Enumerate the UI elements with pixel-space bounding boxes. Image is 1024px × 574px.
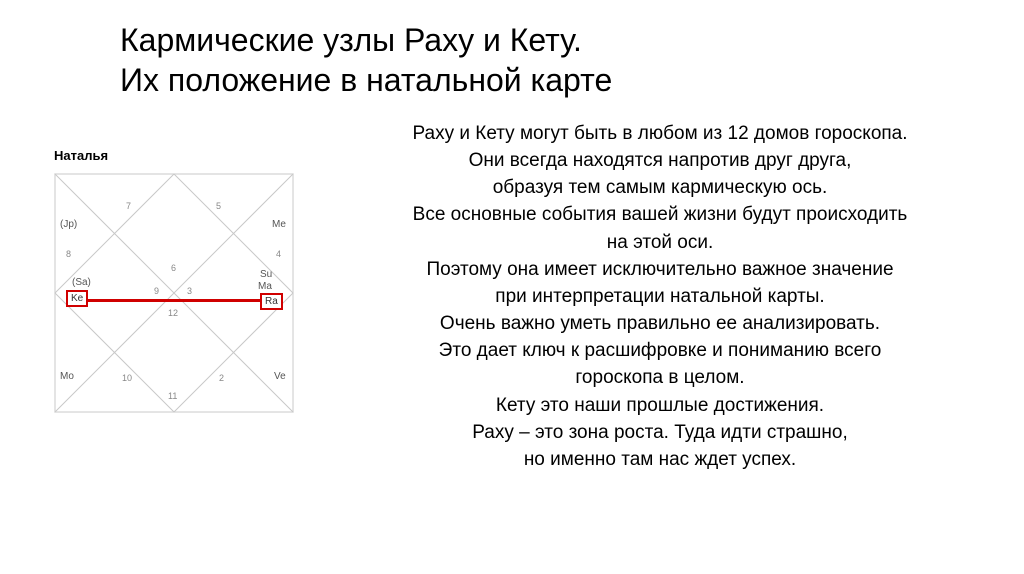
house-6: 6 [171,263,176,273]
title-line-1: Кармические узлы Раху и Кету. [120,20,920,60]
body-l13: но именно там нас ждет успех. [330,446,990,473]
label-ve: Ve [274,371,286,382]
slide-title: Кармические узлы Раху и Кету. Их положен… [120,20,920,100]
house-8: 8 [66,249,71,259]
body-l6: Поэтому она имеет исключительно важное з… [330,256,990,283]
chart-diagram: 7 5 6 9 3 12 10 11 2 8 4 (Jp) Me (Sa) Su… [54,173,294,413]
house-5: 5 [216,201,221,211]
label-sa: (Sa) [72,277,91,288]
chart-owner-name: Наталья [54,148,300,163]
body-l8: Очень важно уметь правильно ее анализиро… [330,310,990,337]
body-l10: гороскопа в целом. [330,364,990,391]
house-10: 10 [122,373,132,383]
label-jp: (Jp) [60,219,77,230]
house-2: 2 [219,373,224,383]
ke-highlight-box: Ke [66,290,88,307]
label-mo: Mo [60,371,74,382]
house-11: 11 [168,391,177,401]
body-l4: Все основные события вашей жизни будут п… [330,201,990,228]
body-l1: Раху и Кету могут быть в любом из 12 дом… [330,120,990,147]
label-ra: Ra [265,296,278,307]
house-3: 3 [187,286,192,296]
body-paragraph: Раху и Кету могут быть в любом из 12 дом… [330,120,990,473]
body-l11: Кету это наши прошлые достижения. [330,392,990,419]
body-l12: Раху – это зона роста. Туда идти страшно… [330,419,990,446]
house-7: 7 [126,201,131,211]
body-l3: образуя тем самым кармическую ось. [330,174,990,201]
title-line-2: Их положение в натальной карте [120,60,920,100]
karmic-axis-line [88,299,260,302]
natal-chart: Наталья 7 5 6 9 3 12 10 11 2 8 4 (Jp) Me… [50,148,300,413]
label-ma: Ma [258,281,272,292]
house-9: 9 [154,286,159,296]
house-4: 4 [276,249,281,259]
body-l7: при интерпретации натальной карты. [330,283,990,310]
house-12: 12 [168,308,178,318]
body-l5: на этой оси. [330,229,990,256]
body-l9: Это дает ключ к расшифровке и пониманию … [330,337,990,364]
body-l2: Они всегда находятся напротив друг друга… [330,147,990,174]
chart-svg [54,173,294,413]
label-me: Me [272,219,286,230]
label-ke: Ke [71,293,83,304]
label-su: Su [260,269,272,280]
ra-highlight-box: Ra [260,293,283,310]
